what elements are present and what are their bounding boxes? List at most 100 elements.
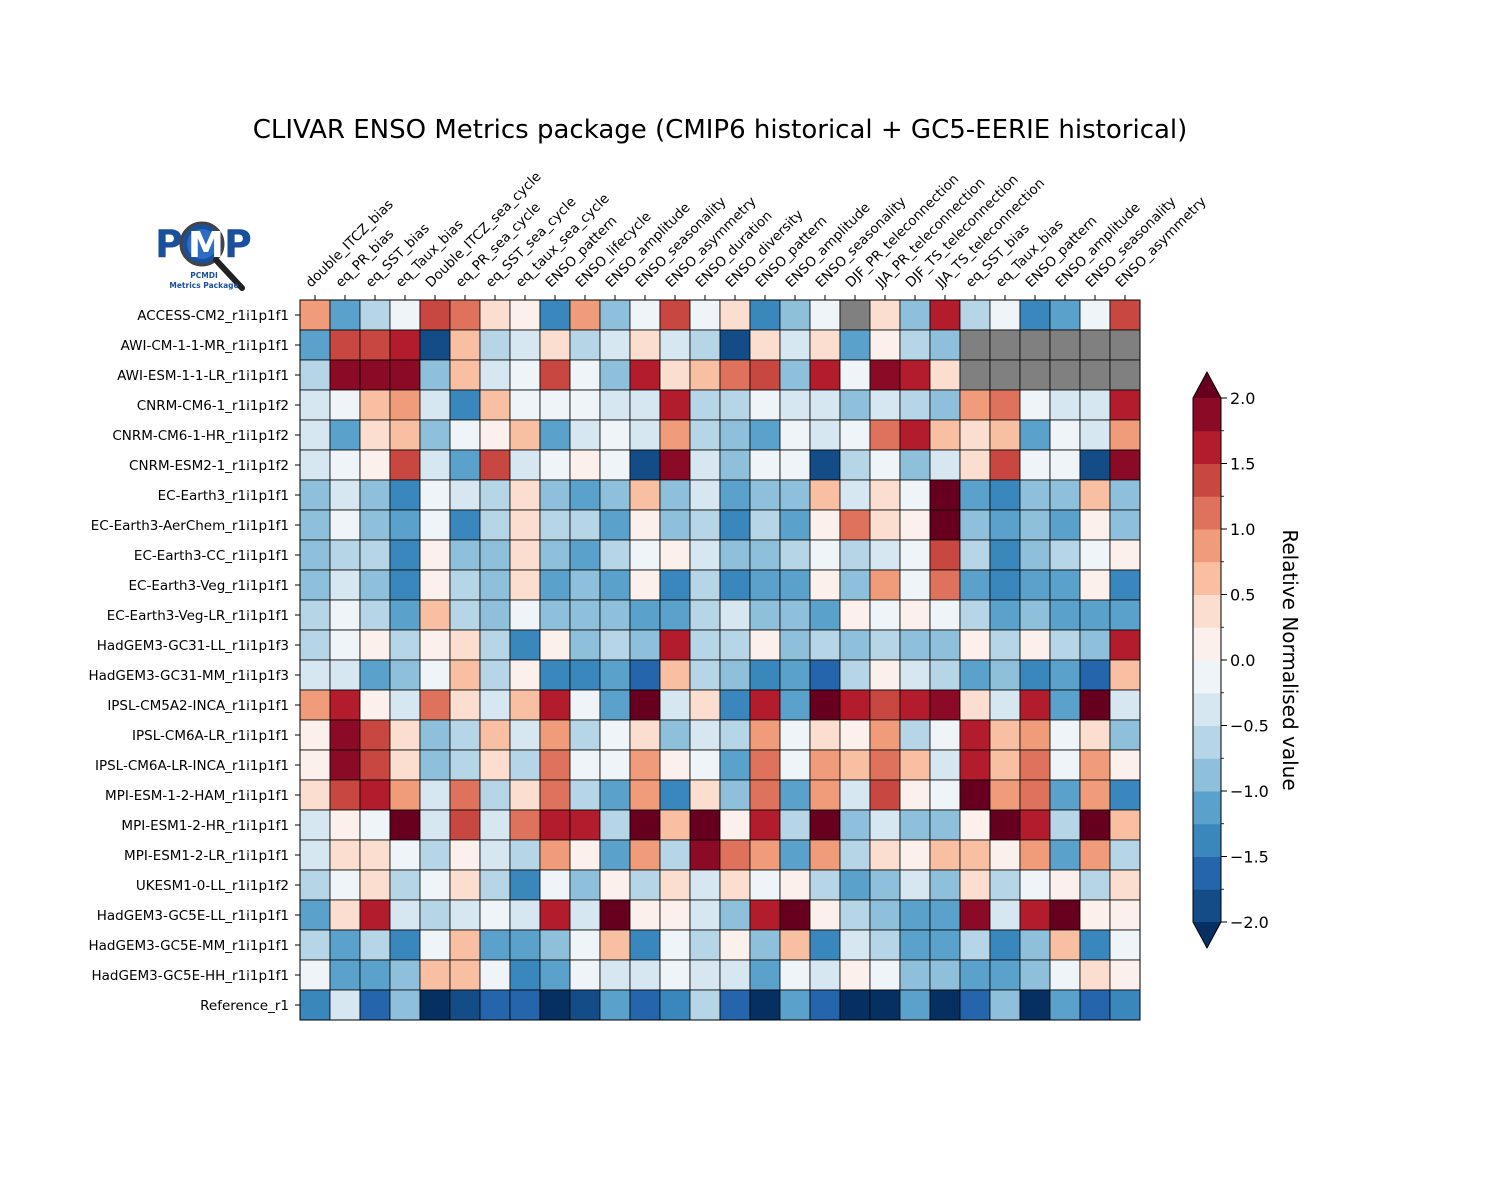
heatmap-cell <box>839 629 871 661</box>
heatmap-cell <box>659 869 691 901</box>
heatmap-cell <box>1109 779 1141 811</box>
heatmap-cell <box>299 419 331 451</box>
heatmap-cell <box>449 809 481 841</box>
row-label: MPI-ESM1-2-HR_r1i1p1f1 <box>121 818 289 834</box>
row-label: HadGEM3-GC5E-HH_r1i1p1f1 <box>92 968 290 984</box>
heatmap-cell <box>1079 569 1111 601</box>
colorbar-segment <box>1193 529 1221 563</box>
heatmap-cell <box>479 809 511 841</box>
heatmap-cell <box>599 389 631 421</box>
heatmap-cell <box>839 599 871 631</box>
heatmap-cell <box>809 359 841 391</box>
heatmap-cell <box>899 599 931 631</box>
heatmap-cell <box>779 599 811 631</box>
heatmap-cell <box>329 749 361 781</box>
heatmap-cell <box>359 569 391 601</box>
heatmap-cell <box>869 299 901 331</box>
heatmap-cell <box>449 749 481 781</box>
pmp-logo: P M P PCMDI Metrics Package <box>150 214 258 296</box>
heatmap-cell <box>809 479 841 511</box>
heatmap-cell <box>1049 479 1081 511</box>
heatmap-cell <box>389 329 421 361</box>
heatmap-cell <box>629 749 661 781</box>
heatmap-cell <box>1079 989 1111 1021</box>
heatmap-cell <box>419 419 451 451</box>
heatmap-cell <box>359 539 391 571</box>
heatmap-cell <box>719 659 751 691</box>
heatmap-cell <box>1019 569 1051 601</box>
heatmap-cell <box>839 569 871 601</box>
heatmap-cell <box>719 719 751 751</box>
heatmap-cell <box>569 629 601 661</box>
heatmap-cell <box>1109 599 1141 631</box>
heatmap-cell <box>479 719 511 751</box>
heatmap-cell <box>539 299 571 331</box>
heatmap-cell <box>509 449 541 481</box>
heatmap-cell <box>839 959 871 991</box>
heatmap-cell <box>899 389 931 421</box>
heatmap-cell <box>929 569 961 601</box>
heatmap-cell <box>539 659 571 691</box>
heatmap-cell <box>839 389 871 421</box>
heatmap-cell <box>749 689 781 721</box>
heatmap-cell <box>539 329 571 361</box>
heatmap-cell <box>869 359 901 391</box>
heatmap-cell <box>749 569 781 601</box>
heatmap-cell <box>359 629 391 661</box>
heatmap-cell <box>719 959 751 991</box>
heatmap-cell <box>1019 839 1051 871</box>
heatmap-cell <box>989 299 1021 331</box>
heatmap-cell <box>449 989 481 1021</box>
heatmap-cell <box>1049 359 1081 391</box>
heatmap-cell <box>329 689 361 721</box>
heatmap-cell <box>539 929 571 961</box>
heatmap-cell <box>359 929 391 961</box>
heatmap-cell <box>1019 419 1051 451</box>
heatmap-cell <box>1019 749 1051 781</box>
heatmap-cell <box>389 449 421 481</box>
heatmap-cell <box>989 839 1021 871</box>
heatmap-cell <box>959 299 991 331</box>
heatmap-cell <box>809 869 841 901</box>
heatmap-cell <box>1079 839 1111 871</box>
heatmap-cell <box>599 989 631 1021</box>
row-label: HadGEM3-GC31-MM_r1i1p1f3 <box>88 668 289 684</box>
heatmap-cell <box>959 629 991 661</box>
heatmap-cell <box>299 869 331 901</box>
heatmap-cell <box>449 839 481 871</box>
colorbar-tick-label: 0.0 <box>1230 651 1255 670</box>
heatmap-cell <box>869 839 901 871</box>
row-label: CNRM-ESM2-1_r1i1p1f2 <box>129 458 289 474</box>
heatmap-cell <box>509 929 541 961</box>
heatmap-cell <box>989 689 1021 721</box>
heatmap-cell <box>779 989 811 1021</box>
heatmap-cell <box>809 599 841 631</box>
heatmap-cell <box>839 869 871 901</box>
heatmap-cell <box>749 299 781 331</box>
heatmap-cell <box>419 449 451 481</box>
heatmap-cell <box>959 689 991 721</box>
heatmap-cell <box>479 539 511 571</box>
heatmap-cell <box>509 509 541 541</box>
heatmap-cell <box>509 689 541 721</box>
heatmap-cell <box>359 989 391 1021</box>
heatmap-cell <box>1019 899 1051 931</box>
heatmap-cell <box>629 569 661 601</box>
heatmap-cell <box>869 329 901 361</box>
heatmap-cell <box>509 809 541 841</box>
heatmap-cell <box>809 689 841 721</box>
heatmap-cell <box>509 359 541 391</box>
heatmap-cell <box>689 359 721 391</box>
heatmap-cell <box>539 689 571 721</box>
colorbar-segment <box>1193 627 1221 661</box>
row-label: AWI-CM-1-1-MR_r1i1p1f1 <box>121 338 289 354</box>
heatmap-cell <box>959 539 991 571</box>
row-label: HadGEM3-GC5E-MM_r1i1p1f1 <box>89 938 290 954</box>
heatmap-cell <box>539 419 571 451</box>
heatmap-cell <box>779 719 811 751</box>
heatmap-cell <box>719 809 751 841</box>
heatmap-cell <box>419 749 451 781</box>
colorbar-extend-min <box>1193 922 1221 948</box>
heatmap-cell <box>299 629 331 661</box>
heatmap-cell <box>299 509 331 541</box>
